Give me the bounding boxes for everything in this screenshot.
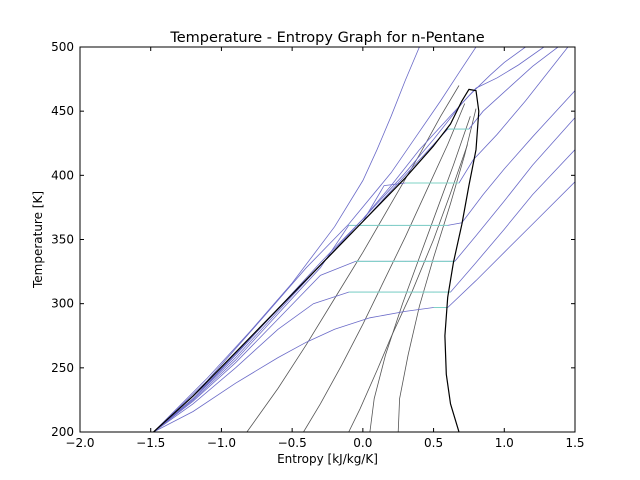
x-tick-label: 1.5 bbox=[565, 436, 584, 450]
isochore-line-3 bbox=[369, 116, 471, 432]
isobar-line-6 bbox=[153, 47, 545, 432]
isochore-line-2 bbox=[348, 144, 468, 432]
y-tick-label: 250 bbox=[51, 361, 74, 375]
isobar-line-8 bbox=[153, 47, 477, 432]
y-tick-label: 450 bbox=[51, 104, 74, 118]
x-tick-label: −0.5 bbox=[278, 436, 307, 450]
y-tick-label: 400 bbox=[51, 168, 74, 182]
y-tick-label: 500 bbox=[51, 40, 74, 54]
y-tick-label: 350 bbox=[51, 233, 74, 247]
x-axis-label: Entropy [kJ/kg/K] bbox=[277, 452, 378, 466]
x-tick-label: 1.0 bbox=[495, 436, 514, 450]
x-tick-label: −2.0 bbox=[65, 436, 94, 450]
x-tick-label: 0.0 bbox=[353, 436, 372, 450]
isobar-line-7 bbox=[153, 47, 526, 432]
isobar-line-0 bbox=[153, 181, 575, 432]
y-tick-label: 300 bbox=[51, 297, 74, 311]
x-tick-label: 0.5 bbox=[424, 436, 443, 450]
isochore-line-0 bbox=[246, 85, 460, 432]
y-tick-label: 200 bbox=[51, 425, 74, 439]
isobar-line-9 bbox=[153, 47, 420, 432]
y-axis-label: Temperature [K] bbox=[31, 191, 45, 289]
saturation-dome-line bbox=[153, 88, 480, 432]
ticks-group: −2.0 −1.5 −1.0 −0.5 0.0 0.5 1.0 1.5 200 250 300 350… bbox=[51, 40, 584, 450]
curves-group bbox=[153, 47, 575, 432]
plot-area-background bbox=[80, 47, 575, 432]
isochore-line-4 bbox=[397, 108, 477, 432]
chart-title: Temperature - Entropy Graph for n-Pentan… bbox=[169, 30, 484, 46]
isochore-line-1 bbox=[303, 103, 466, 432]
x-tick-label: −1.5 bbox=[136, 436, 165, 450]
x-tick-label: −1.0 bbox=[207, 436, 236, 450]
